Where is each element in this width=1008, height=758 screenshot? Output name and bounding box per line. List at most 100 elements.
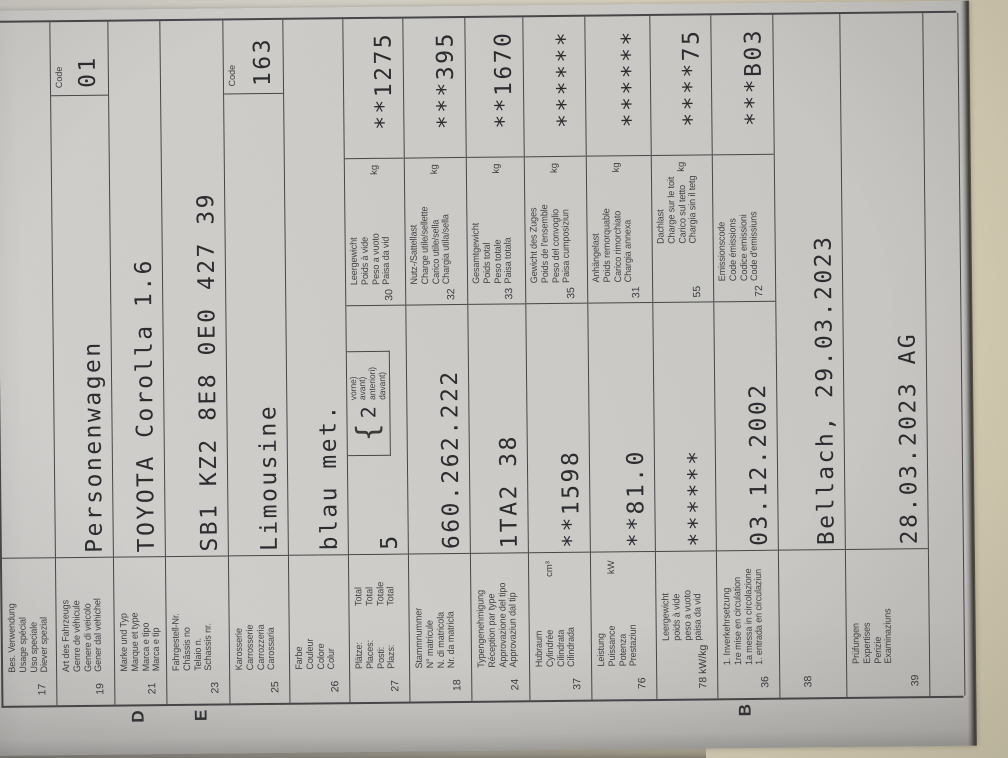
unit-label: kg <box>428 164 440 175</box>
label-cell: 37 Hubraum Cylindrée Cilindrata Cilindra… <box>528 551 592 701</box>
label-cell: 17 Bes. Verwendung Usage spécial Uso spe… <box>1 557 57 706</box>
label-cell: 26 Farbe Couleur Colore Colur <box>288 554 350 703</box>
field-number: 38 <box>802 675 815 688</box>
weight-label-cell: 31 Anhängelast Poids remorquable Carico … <box>586 154 653 304</box>
unit-label: kg <box>368 164 380 175</box>
field-row-37-35: 37 Hubraum Cylindrée Cilindrata Cilindra… <box>523 16 593 701</box>
field-labels: Emissionscode Code émissions Codice emis… <box>716 211 761 282</box>
total-weight-value: **1670 <box>490 30 518 129</box>
train-weight-value: ****** <box>552 29 580 129</box>
label-cell: 38 <box>778 548 847 698</box>
unladen-weight-value: **1275 <box>370 31 398 131</box>
matriculation-number-value: 660.262.222 <box>436 369 465 550</box>
field-number: 78 kW/kg <box>696 644 710 689</box>
permit-table: 17 Bes. Verwendung Usage spécial Uso spe… <box>0 10 966 723</box>
vehicle-kind-value: Personenwagen <box>79 340 108 553</box>
field-labels: Gewicht des Zuges Poids de l'ensemble Pe… <box>528 204 573 284</box>
weight-label-cell: 32 Nutz-/Sattellast Charge utile/sellett… <box>404 156 468 306</box>
field-labels: Leergewicht poids à vide peso a vuoto pa… <box>660 590 705 641</box>
field-row-27-30: 27 Plätze: Places: Posti: Plazs: Total T… <box>343 18 411 703</box>
unit-label: cm³ <box>543 561 556 577</box>
trailer-load-value: ****** <box>617 29 645 128</box>
field-labels: Art des Fahrzeugs Genre de véhicule Gene… <box>60 598 105 673</box>
field-row-25: 25 Karosserie Carrosserie Carrozzeria Ca… <box>223 19 291 704</box>
field-number: 24 <box>509 678 522 691</box>
field-number: 25 <box>269 681 282 694</box>
power-value: **81.0 <box>622 448 650 548</box>
blank-row <box>923 12 966 697</box>
field-row-38: 38 Bellach, 29.03.2023 <box>773 14 848 698</box>
field-number: 39 <box>909 674 922 687</box>
code-cell: Code 01 <box>50 21 109 97</box>
field-number: 31 <box>630 286 643 299</box>
field-labels: Marke und Typ Marque et type Marca e tip… <box>118 612 163 672</box>
field-number: 36 <box>759 676 772 688</box>
unit-label: kg <box>675 161 687 172</box>
front-seats-labels: vorne) avant) anteriori) davant) <box>347 367 387 401</box>
seats-total-value: 5 <box>376 533 403 550</box>
unit-label: kg <box>610 162 622 173</box>
code-label: Code <box>53 66 65 89</box>
emission-label-cell: 72 Emissionscode Code émissions Codice e… <box>712 153 776 303</box>
weight-label-cell: 30 Leergewicht Poids à vide Peso a vuoto… <box>344 157 406 307</box>
field-number: 35 <box>565 287 578 299</box>
field-number: 37 <box>571 678 584 690</box>
field-labels: Hubraum Cylindrée Cilindrata Cilindrada <box>533 627 578 668</box>
field-row-18-32: 18 Stammnummer N° matricule N. di matric… <box>403 17 473 702</box>
field-labels: Leistung Puissance Potenza Prestaziun <box>595 624 640 667</box>
field-row-24-33: 24 Typengenehmigung Réception par type A… <box>465 17 531 701</box>
brace-glyph: { <box>350 423 386 442</box>
front-seats-value: 2 <box>356 405 381 419</box>
label-cell: 78 kW/kg Leergewicht poids à vide peso a… <box>655 550 718 699</box>
emission-code-value: ***B03 <box>740 27 768 127</box>
field-number: 26 <box>329 680 342 693</box>
field-labels-total: Total Total Totale Total <box>353 581 397 607</box>
field-row-76-31: 76 Leistung Puissance Potenza Prestaziun… <box>585 15 658 700</box>
field-labels: Stammnummer N° matricule N. di matricola… <box>413 607 458 669</box>
code-cell: Code 163 <box>223 19 284 95</box>
field-number: 55 <box>691 285 704 298</box>
field-number: 19 <box>94 683 107 695</box>
field-labels: Typengenehmigung Réception par type Appr… <box>475 582 520 668</box>
field-number: 21 <box>146 682 159 695</box>
body-style-value: Limousine <box>255 403 283 552</box>
roof-load-value: ****75 <box>678 28 706 127</box>
unit-label: kg <box>548 162 560 174</box>
field-row-23: E 23 Fahrgestell-Nr. Châssis no Telaio n… <box>160 20 231 721</box>
field-labels: 1. Inverkehrsetzung 1re mise en circulat… <box>721 568 766 666</box>
field-number: 23 <box>209 681 222 694</box>
field-labels: Farbe Couleur Colore Colur <box>293 638 338 670</box>
label-cell: 19 Art des Fahrzeugs Genre de véhicule G… <box>55 556 115 706</box>
field-row-17: 17 Bes. Verwendung Usage spécial Uso spe… <box>0 22 58 706</box>
field-letter-d: D <box>128 710 148 723</box>
field-row-78-55: 78 kW/kg Leergewicht poids à vide peso a… <box>650 15 719 699</box>
field-labels: Plätze: Places: Posti: Plazs: <box>353 639 398 670</box>
chassis-number-value: SB1 KZ2 8E8 0E0 427 39 <box>193 191 223 552</box>
field-number: 17 <box>36 683 49 696</box>
label-cell: 76 Leistung Puissance Potenza Prestaziun… <box>590 550 657 700</box>
field-row-36-72: B 36 1. Inverkehrsetzung 1re mise en cir… <box>711 14 781 716</box>
code-value: 01 <box>74 55 102 89</box>
label-cell: 18 Stammnummer N° matricule N. di matric… <box>408 552 472 702</box>
inspection-date-value: 28.03.2023 AG <box>894 331 923 545</box>
field-labels: Karosserie Carrosserie Carrozzeria Caros… <box>233 624 278 671</box>
field-labels: Prüfungen Expertises Perizie Examinaziun… <box>850 608 895 664</box>
field-letter-e: E <box>191 709 211 722</box>
weight-label-cell: 33 Gesamtgewicht Poids total Peso totale… <box>466 156 526 305</box>
field-row-39: 39 Prüfungen Expertises Perizie Examinaz… <box>840 13 931 697</box>
unit-label: kW <box>605 560 618 575</box>
weight-label-cell: 35 Gewicht des Zuges Poids de l'ensemble… <box>524 155 588 305</box>
issue-place-date-value: Bellach, 29.03.2023 <box>810 234 840 546</box>
field-number: 32 <box>445 288 458 301</box>
engine-displacement-value: **1598 <box>557 449 585 548</box>
field-number: 76 <box>636 677 649 690</box>
field-labels: Anhängelast Poids remorquable Carico rim… <box>590 208 635 283</box>
field-number: 72 <box>753 285 766 297</box>
type-approval-value: 1TA2 38 <box>495 433 523 549</box>
field-labels: Gesamtgewicht Poids total Peso totale Pa… <box>470 222 515 284</box>
label-cell: 36 1. Inverkehrsetzung 1re mise en circu… <box>716 549 780 699</box>
label-cell: 25 Karosserie Carrosserie Carrozzeria Ca… <box>228 554 290 704</box>
first-registration-value: 03.12.2002 <box>745 382 773 547</box>
vehicle-permit-paper: 17 Bes. Verwendung Usage spécial Uso spe… <box>0 0 977 757</box>
